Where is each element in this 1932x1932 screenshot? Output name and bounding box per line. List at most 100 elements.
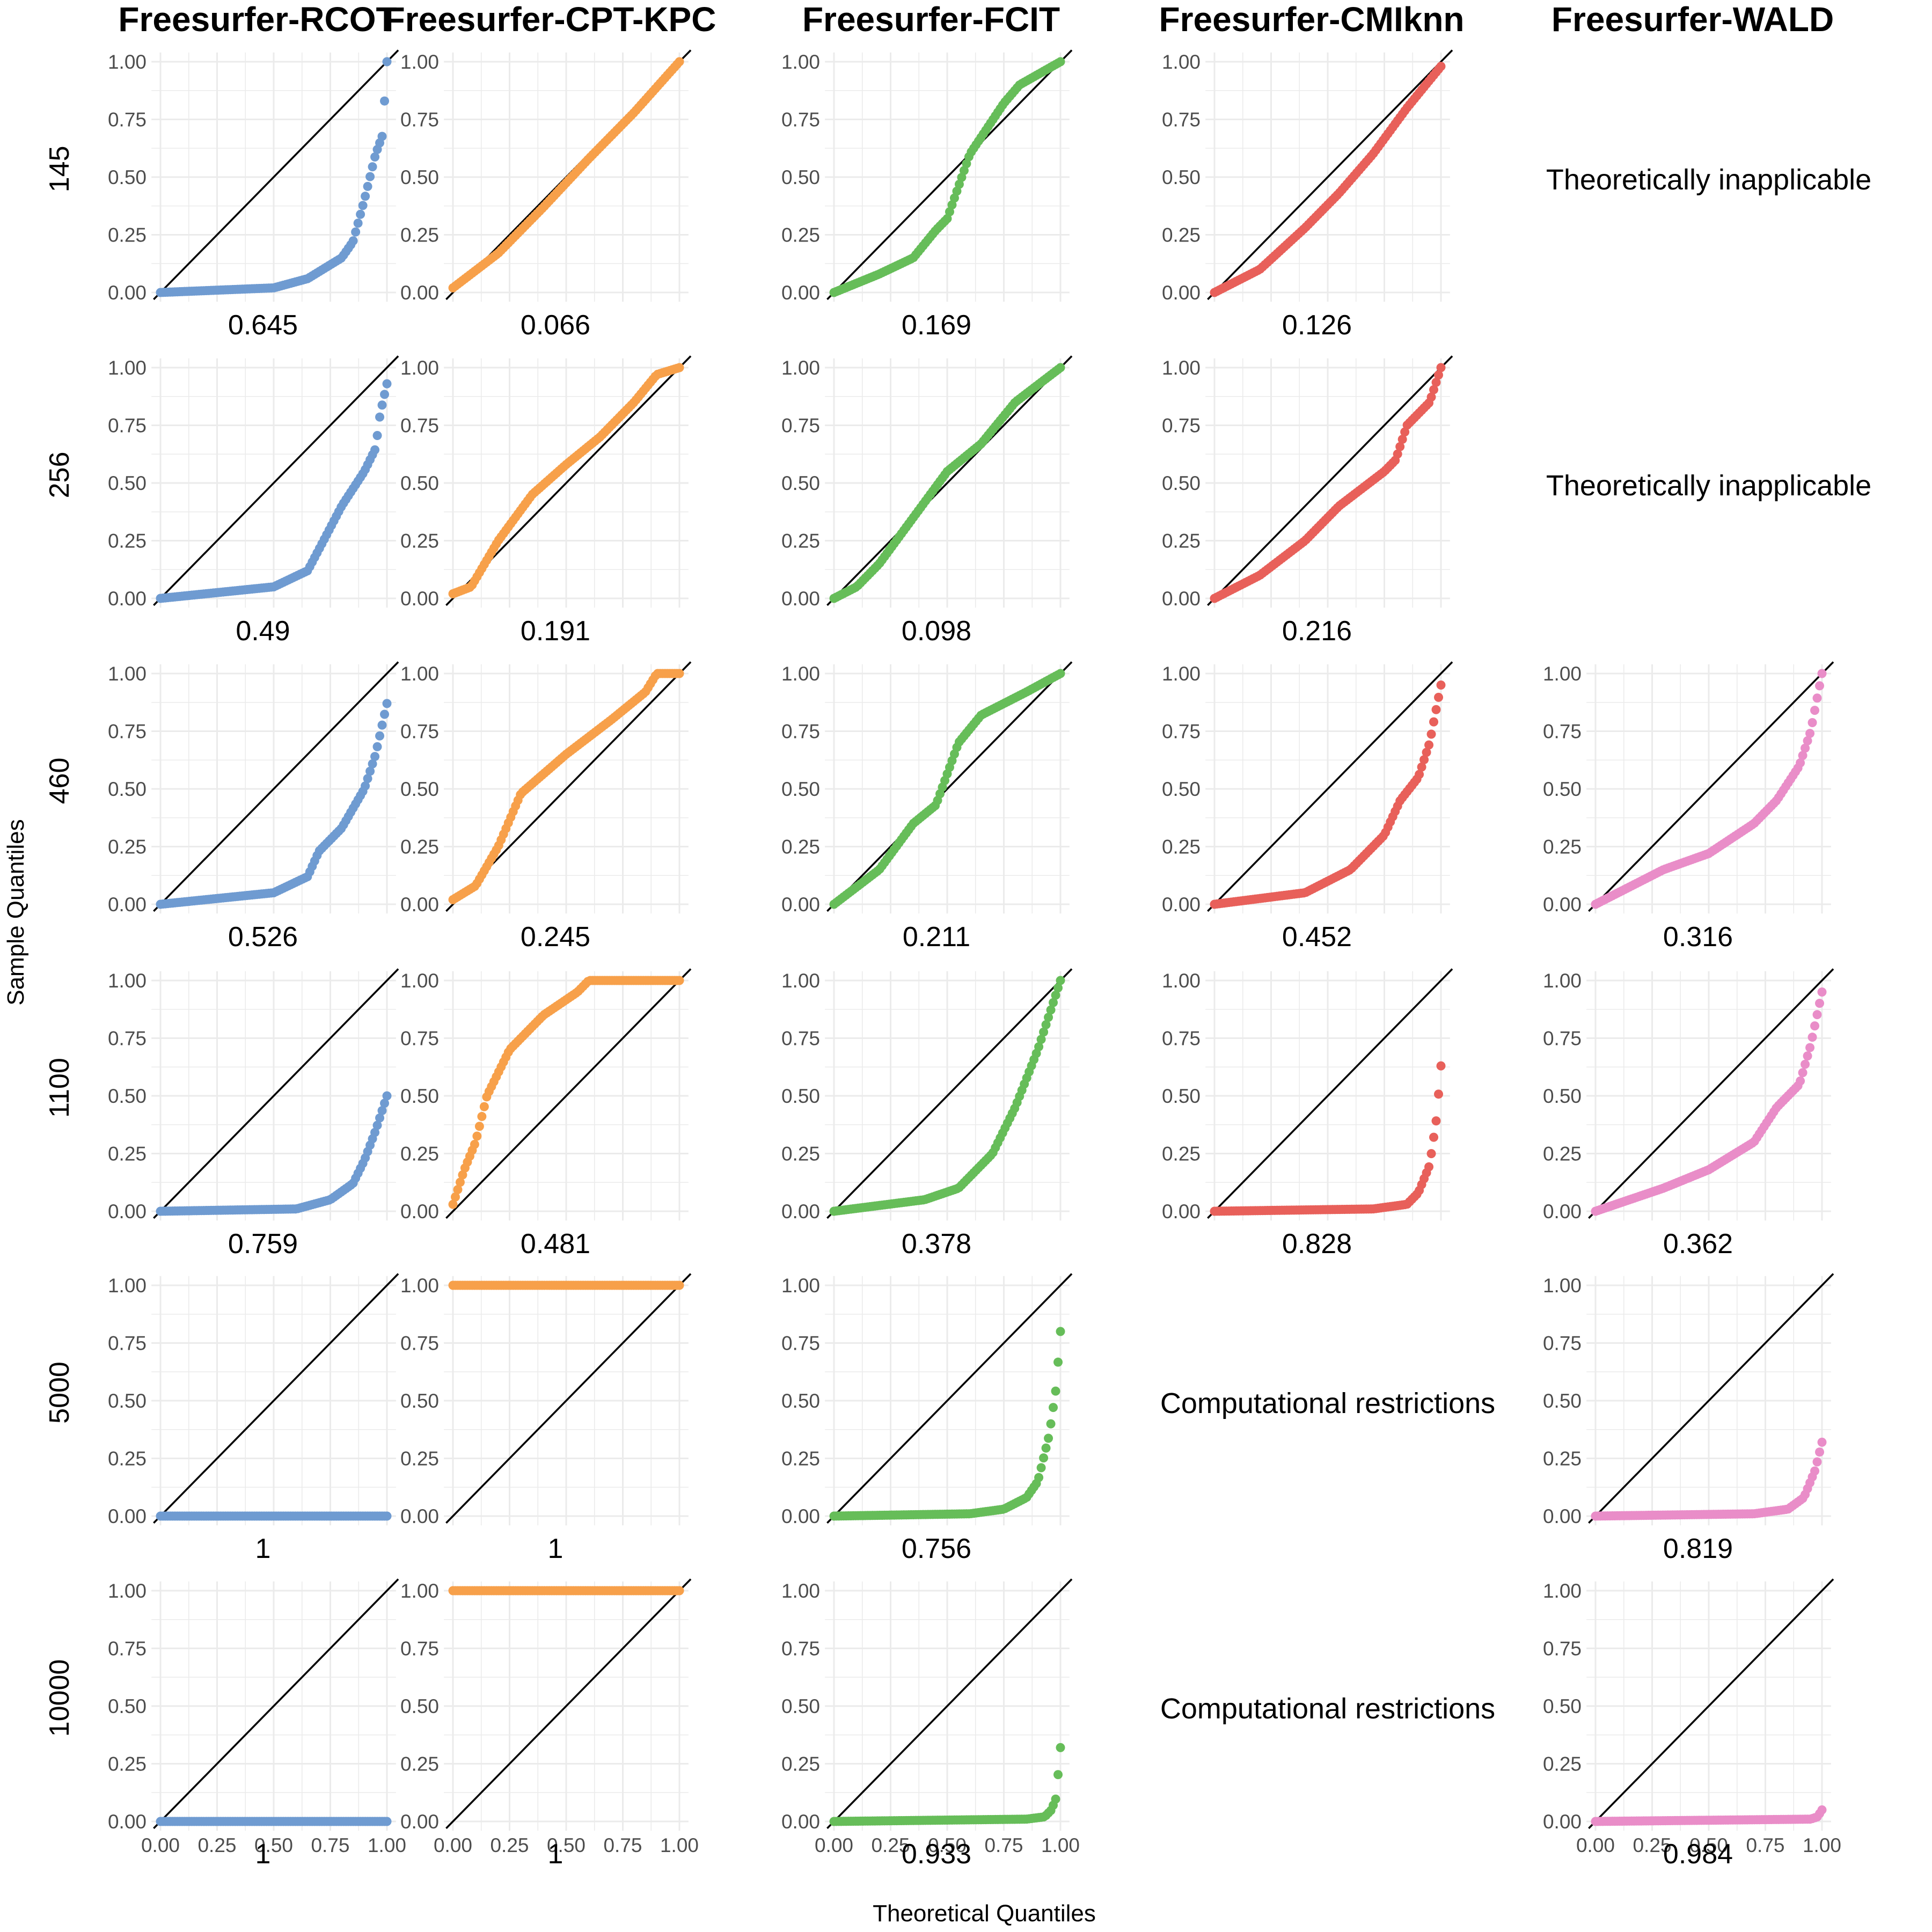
panel: 0.00 0.25 0.50 0.75 1.00 0.169 (781, 49, 1073, 341)
panel: 0.00 0.25 0.50 0.75 1.00 0.819 (1543, 1273, 1834, 1564)
y-tick-label: 0.75 (781, 415, 820, 437)
p-value-label: 0.759 (228, 1228, 298, 1260)
y-tick-label: 1.00 (1162, 51, 1201, 73)
p-value-label: 0.362 (1663, 1228, 1733, 1260)
qq-point (353, 218, 363, 228)
qq-point (942, 214, 952, 223)
qq-point (1056, 1327, 1065, 1336)
qq-point (1798, 751, 1807, 760)
panel: 0.00 0.25 0.50 0.75 1.00 0.00 0.25 0.50 0.75 1.00… (400, 1578, 699, 1870)
x-tick-label: 1.00 (660, 1834, 699, 1856)
qq-point (382, 1817, 392, 1826)
y-tick-label: 0.50 (108, 1085, 147, 1107)
reference-line (153, 355, 399, 606)
qq-point (1034, 1473, 1044, 1482)
y-tick-label: 1.00 (108, 663, 147, 685)
y-tick-label: 0.00 (781, 588, 820, 610)
reference-line (826, 49, 1073, 301)
x-tick-label: 0.25 (197, 1834, 236, 1856)
qq-point (1805, 1043, 1815, 1052)
qq-point (1817, 669, 1827, 678)
x-tick-label: 1.00 (1041, 1834, 1080, 1856)
qq-point (448, 1199, 458, 1209)
p-value-label: 0.169 (902, 310, 971, 341)
qq-point (474, 1122, 484, 1131)
p-value-label: 0.378 (902, 1228, 971, 1260)
column-title: Freesurfer-CMIknn (1159, 0, 1465, 39)
y-tick-label: 0.75 (108, 415, 147, 437)
qq-point (370, 152, 380, 162)
qq-point (675, 976, 684, 985)
y-tick-label: 0.50 (1543, 778, 1582, 800)
x-tick-label: 1.00 (368, 1834, 406, 1856)
panel: 0.00 0.25 0.50 0.75 1.00 0.645 (108, 49, 399, 341)
row-title: 1100 (44, 1058, 75, 1118)
qq-point (361, 781, 370, 791)
qq-point (453, 1185, 463, 1195)
y-tick-label: 0.50 (400, 472, 439, 494)
qq-point (1817, 1437, 1827, 1447)
qq-point (377, 400, 387, 410)
y-axis-title: Sample Quantiles (3, 819, 29, 1005)
qq-point (458, 1170, 467, 1180)
reference-line (826, 355, 1073, 606)
qq-point (358, 201, 368, 210)
qq-point (1426, 729, 1436, 739)
y-tick-label: 0.25 (1162, 1143, 1201, 1165)
y-tick-label: 0.75 (1162, 109, 1201, 131)
reference-line (826, 661, 1073, 912)
qq-point (1053, 1770, 1063, 1780)
y-tick-label: 0.50 (781, 1085, 820, 1107)
x-tick-label: 0.00 (141, 1834, 180, 1856)
reference-line (445, 1578, 692, 1829)
qq-point (382, 379, 392, 389)
row-titles: 145 256 460 1100 5000 10000 (44, 146, 75, 1737)
y-tick-label: 0.50 (400, 1085, 439, 1107)
y-tick-label: 0.50 (1162, 166, 1201, 188)
qq-point (1036, 1035, 1046, 1044)
qq-point (945, 207, 954, 217)
panel: Theoretically inapplicable (1546, 470, 1871, 502)
y-tick-label: 0.00 (781, 1201, 820, 1223)
qq-point (382, 57, 392, 67)
qq-point (1056, 976, 1065, 985)
p-value-label: 1 (255, 1839, 271, 1870)
qq-point (1434, 370, 1444, 380)
qq-point (1436, 62, 1446, 71)
p-value-label: 0.756 (902, 1533, 971, 1564)
y-tick-label: 0.50 (1543, 1085, 1582, 1107)
qq-point (675, 57, 684, 67)
y-tick-label: 0.75 (400, 415, 439, 437)
panel: 0.00 0.25 0.50 0.75 1.00 0.759 (108, 968, 399, 1260)
p-value-label: 0.211 (903, 921, 970, 953)
qq-point (365, 766, 375, 776)
qq-point (1424, 740, 1434, 750)
y-tick-label: 0.75 (108, 721, 147, 743)
p-value-label: 0.645 (228, 310, 298, 341)
qq-point (1049, 1403, 1058, 1413)
y-tick-label: 1.00 (400, 51, 439, 73)
y-tick-label: 0.25 (781, 530, 820, 552)
panel: 0.00 0.25 0.50 0.75 1.00 0.00 0.25 0.50 0.75 1.00… (1543, 1578, 1841, 1870)
y-tick-label: 0.75 (781, 109, 820, 131)
y-tick-label: 0.50 (781, 1390, 820, 1412)
y-tick-label: 0.75 (1543, 1333, 1582, 1355)
y-tick-label: 1.00 (400, 357, 439, 379)
y-tick-label: 1.00 (781, 663, 820, 685)
qq-point (372, 1121, 382, 1130)
reference-line (826, 1578, 1073, 1829)
y-tick-label: 0.00 (1543, 894, 1582, 916)
y-tick-label: 0.50 (1162, 1085, 1201, 1107)
y-tick-label: 0.00 (108, 894, 147, 916)
x-tick-label: 0.75 (603, 1834, 642, 1856)
column-title: Freesurfer-WALD (1552, 0, 1834, 39)
x-tick-label: 0.50 (547, 1834, 586, 1856)
y-tick-label: 0.00 (108, 1201, 147, 1223)
y-tick-label: 0.50 (1543, 1390, 1582, 1412)
p-value-label: 0.452 (1282, 921, 1352, 953)
qq-point (1429, 717, 1439, 727)
qq-point (380, 96, 390, 106)
qq-point (382, 1091, 392, 1101)
panel: 0.00 0.25 0.50 0.75 1.00 0.211 (781, 661, 1073, 953)
panel: 0.00 0.25 0.50 0.75 1.00 0.245 (400, 661, 692, 953)
